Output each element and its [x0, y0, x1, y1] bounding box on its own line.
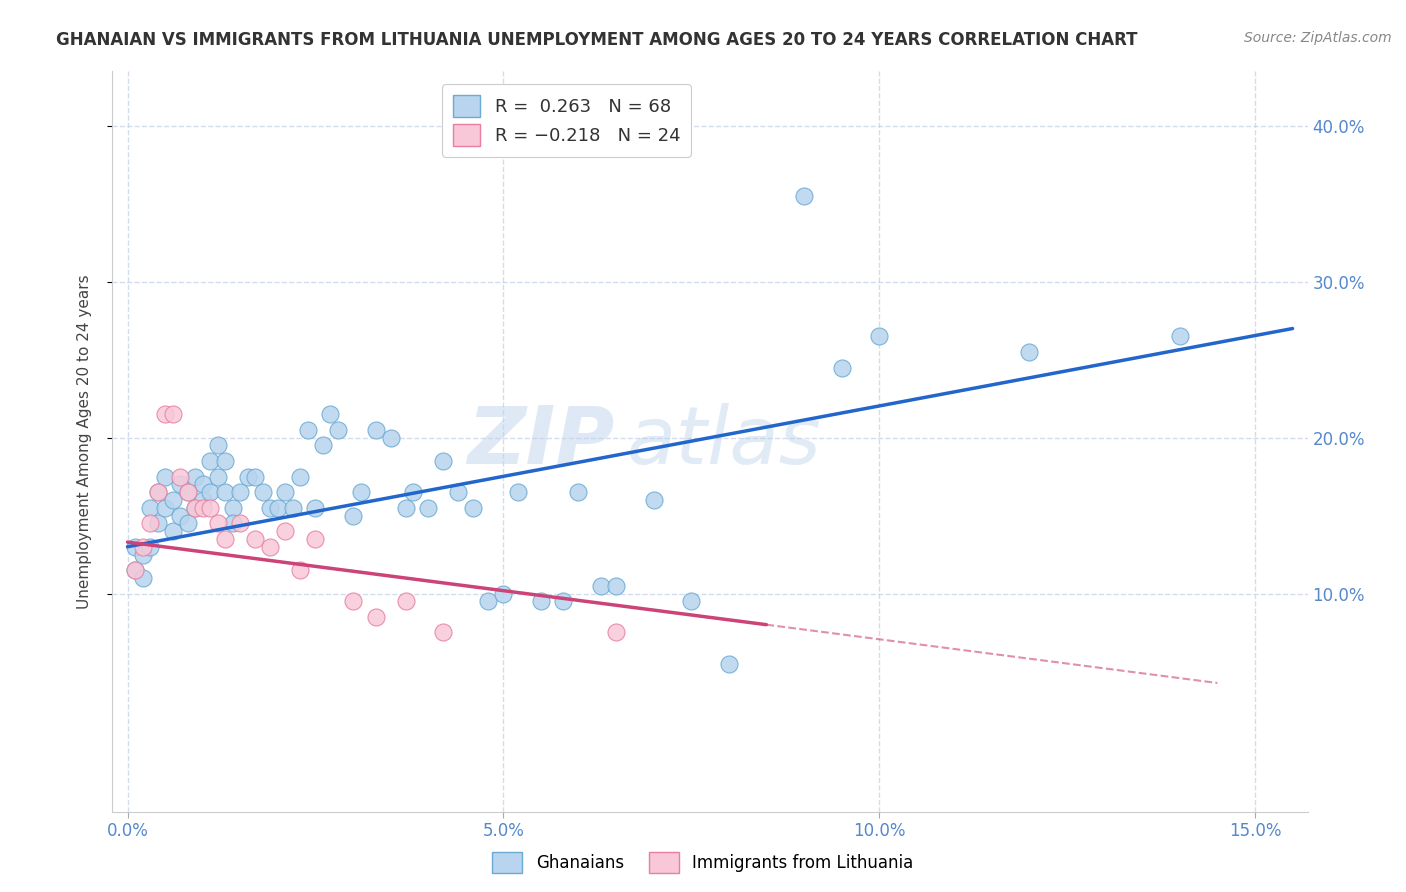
Point: [589, 579, 612, 593]
Point: [364, 423, 387, 437]
Point: [1168, 329, 1191, 343]
Point: [191, 493, 214, 508]
Text: ZIP: ZIP: [467, 402, 614, 481]
Point: [146, 516, 169, 531]
Point: [162, 493, 184, 508]
Point: [326, 423, 349, 437]
Point: [245, 469, 267, 483]
Point: [169, 469, 191, 483]
Text: Source: ZipAtlas.com: Source: ZipAtlas.com: [1244, 31, 1392, 45]
Point: [380, 431, 402, 445]
Point: [432, 454, 454, 468]
Point: [176, 485, 198, 500]
Point: [312, 438, 335, 452]
Point: [176, 516, 198, 531]
Point: [349, 485, 371, 500]
Point: [124, 540, 146, 554]
Point: [259, 540, 281, 554]
Point: [492, 586, 515, 600]
Point: [139, 516, 162, 531]
Point: [447, 485, 470, 500]
Point: [184, 469, 207, 483]
Point: [402, 485, 425, 500]
Point: [304, 532, 326, 546]
Point: [342, 594, 364, 608]
Legend: Ghanaians, Immigrants from Lithuania: Ghanaians, Immigrants from Lithuania: [486, 846, 920, 880]
Point: [153, 500, 176, 515]
Point: [184, 500, 207, 515]
Point: [124, 563, 146, 577]
Text: atlas: atlas: [627, 402, 821, 481]
Point: [717, 657, 740, 671]
Point: [214, 454, 236, 468]
Point: [207, 438, 229, 452]
Point: [342, 508, 364, 523]
Point: [868, 329, 890, 343]
Point: [198, 485, 221, 500]
Point: [508, 485, 530, 500]
Point: [139, 500, 162, 515]
Point: [146, 485, 169, 500]
Point: [394, 500, 416, 515]
Point: [605, 579, 627, 593]
Point: [214, 485, 236, 500]
Point: [169, 477, 191, 491]
Point: [131, 571, 153, 585]
Point: [553, 594, 575, 608]
Point: [432, 625, 454, 640]
Point: [319, 407, 342, 421]
Point: [252, 485, 274, 500]
Point: [567, 485, 589, 500]
Point: [131, 540, 153, 554]
Point: [793, 189, 815, 203]
Point: [191, 500, 214, 515]
Point: [297, 423, 319, 437]
Point: [184, 500, 207, 515]
Y-axis label: Unemployment Among Ages 20 to 24 years: Unemployment Among Ages 20 to 24 years: [77, 274, 91, 609]
Point: [207, 516, 229, 531]
Point: [229, 516, 252, 531]
Point: [530, 594, 553, 608]
Point: [267, 500, 290, 515]
Point: [198, 500, 221, 515]
Point: [236, 469, 259, 483]
Point: [229, 485, 252, 500]
Point: [222, 516, 245, 531]
Point: [394, 594, 416, 608]
Point: [274, 524, 297, 538]
Point: [831, 360, 853, 375]
Point: [290, 469, 312, 483]
Point: [191, 477, 214, 491]
Point: [304, 500, 326, 515]
Point: [290, 563, 312, 577]
Point: [477, 594, 499, 608]
Point: [214, 532, 236, 546]
Point: [245, 532, 267, 546]
Point: [153, 407, 176, 421]
Point: [681, 594, 703, 608]
Point: [643, 493, 665, 508]
Point: [418, 500, 440, 515]
Point: [198, 454, 221, 468]
Text: GHANAIAN VS IMMIGRANTS FROM LITHUANIA UNEMPLOYMENT AMONG AGES 20 TO 24 YEARS COR: GHANAIAN VS IMMIGRANTS FROM LITHUANIA UN…: [56, 31, 1137, 49]
Point: [1018, 345, 1040, 359]
Point: [169, 508, 191, 523]
Point: [259, 500, 281, 515]
Point: [176, 485, 198, 500]
Point: [364, 610, 387, 624]
Point: [162, 407, 184, 421]
Point: [281, 500, 304, 515]
Point: [139, 540, 162, 554]
Point: [162, 524, 184, 538]
Point: [207, 469, 229, 483]
Point: [124, 563, 146, 577]
Point: [131, 548, 153, 562]
Point: [146, 485, 169, 500]
Point: [605, 625, 627, 640]
Point: [463, 500, 485, 515]
Point: [222, 500, 245, 515]
Legend: R =  0.263   N = 68, R = −0.218   N = 24: R = 0.263 N = 68, R = −0.218 N = 24: [443, 84, 690, 157]
Point: [274, 485, 297, 500]
Point: [153, 469, 176, 483]
